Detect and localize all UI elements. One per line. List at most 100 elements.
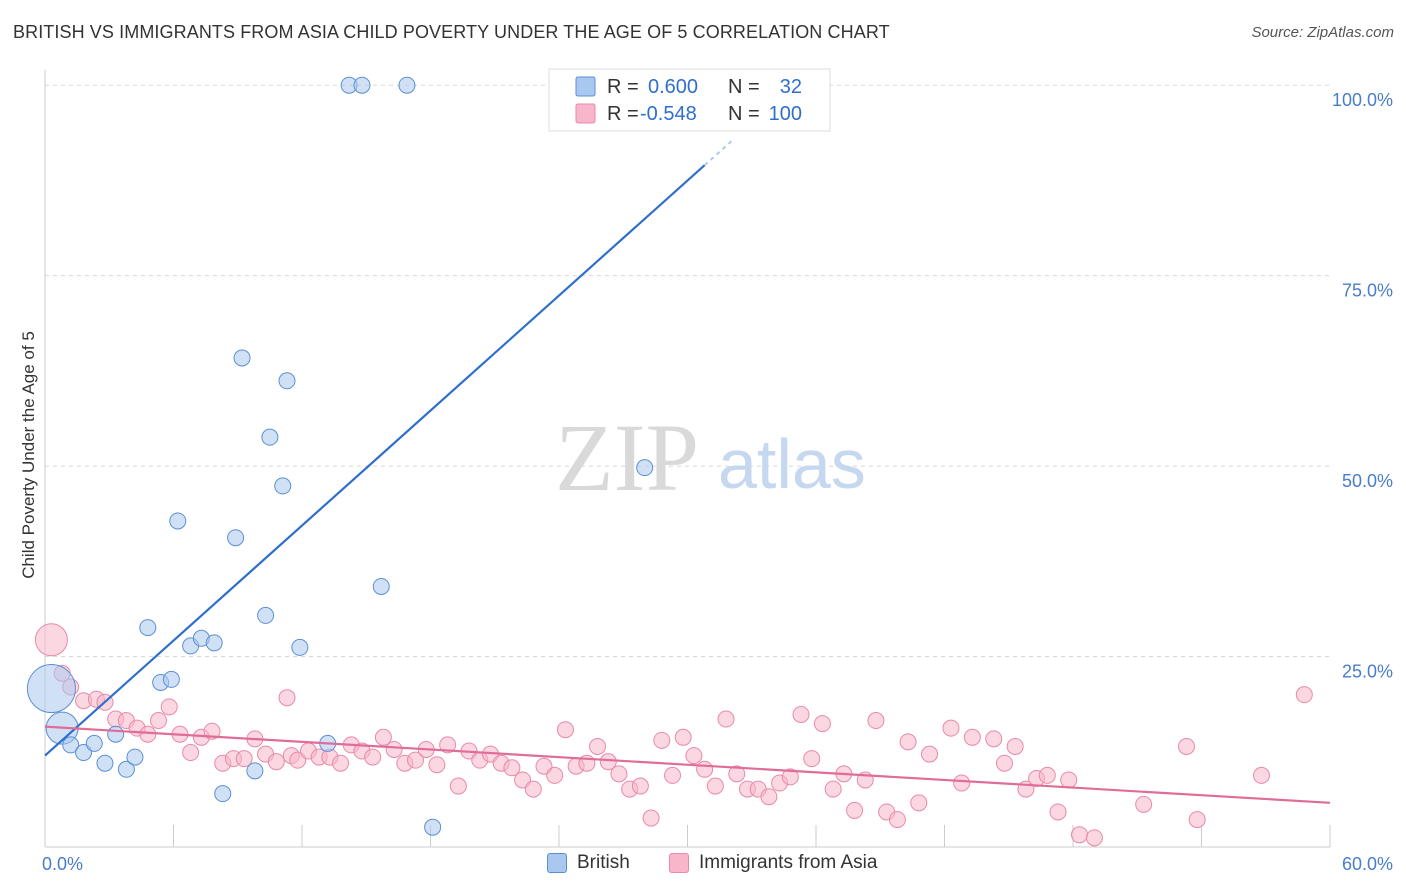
british-point <box>274 477 292 495</box>
asia-point <box>867 712 885 730</box>
axes <box>44 70 1331 848</box>
bottom-legend-label-asia: Immigrants from Asia <box>699 852 878 873</box>
asia-point <box>235 750 253 768</box>
asia-point <box>556 721 574 739</box>
legend-swatch-asia <box>575 103 596 124</box>
asia-point <box>963 728 981 746</box>
british-point <box>257 606 275 624</box>
asia-point <box>921 745 939 763</box>
asia-point <box>267 753 285 771</box>
x-tick-label-max: 60.0% <box>1342 854 1393 874</box>
bottom-legend-item-asia[interactable]: Immigrants from Asia <box>669 852 877 874</box>
bottom-legend-label-british: British <box>577 852 630 873</box>
legend-frame <box>548 68 831 132</box>
british-point <box>126 748 144 766</box>
y-tick-label: 25.0% <box>1342 662 1393 682</box>
british-point <box>278 372 296 390</box>
asia-point <box>139 725 157 743</box>
trend-lines <box>44 137 1331 804</box>
asia-point <box>888 811 906 829</box>
grid-lines <box>45 84 1330 658</box>
asia-point <box>1252 766 1270 784</box>
asia-points <box>34 623 1313 847</box>
bottom-legend: British Immigrants from Asia <box>0 852 1406 878</box>
asia-point <box>846 801 864 819</box>
asia-point <box>439 736 457 754</box>
british-point <box>85 734 103 752</box>
asia-point <box>182 744 200 762</box>
legend-n-label-asia: N = <box>728 103 760 125</box>
british-point <box>62 736 80 754</box>
british-point <box>214 785 232 803</box>
asia-point <box>1006 737 1024 755</box>
asia-point <box>1070 826 1088 844</box>
asia-point <box>653 731 671 749</box>
british-point <box>246 762 264 780</box>
y-tick-label: 100.0% <box>1332 90 1393 110</box>
british-point <box>424 818 442 836</box>
asia-point <box>599 753 617 771</box>
british-point <box>261 428 279 446</box>
british-point <box>233 349 251 367</box>
bottom-legend-swatch-british <box>547 853 567 873</box>
asia-point <box>696 760 714 778</box>
y-tick-label: 50.0% <box>1342 471 1393 491</box>
british-point <box>372 577 390 595</box>
y-tick-label: 75.0% <box>1342 281 1393 301</box>
asia-point <box>610 765 628 783</box>
asia-point <box>364 748 382 766</box>
asia-point <box>685 747 703 765</box>
legend-r-value-asia: -0.548 <box>640 103 697 125</box>
asia-trend-line <box>44 725 1331 804</box>
british-point <box>139 619 157 637</box>
british-point <box>117 760 135 778</box>
british-point <box>162 670 180 688</box>
asia-point <box>1135 795 1153 813</box>
asia-point <box>942 719 960 737</box>
legend-swatch-british <box>575 76 596 97</box>
british-point <box>227 529 245 547</box>
asia-point <box>1188 811 1206 829</box>
asia-point <box>503 759 521 777</box>
asia-point <box>728 765 746 783</box>
watermark: ZIP atlas <box>555 404 866 511</box>
british-trend-extension <box>703 137 736 166</box>
asia-point <box>910 794 928 812</box>
british-point <box>169 512 187 530</box>
asia-point <box>1038 766 1056 784</box>
legend-r-label-british: R = <box>607 76 639 98</box>
asia-point <box>407 751 425 769</box>
asia-point <box>674 728 692 746</box>
british-point <box>205 634 223 652</box>
x-tick-labels: 0.0% 60.0% <box>42 854 1393 874</box>
asia-point <box>374 728 392 746</box>
legend-r-value-british: 0.600 <box>648 76 698 98</box>
asia-point <box>589 737 607 755</box>
british-point <box>96 754 114 772</box>
asia-point <box>824 780 842 798</box>
asia-point <box>642 809 660 827</box>
british-trend-line <box>44 164 706 757</box>
legend-n-value-asia: 100 <box>769 103 802 125</box>
y-axis-title: Child Poverty Under the Age of 5 <box>19 331 38 579</box>
asia-point <box>449 777 467 795</box>
asia-point <box>546 766 564 784</box>
asia-point <box>717 710 735 728</box>
british-point <box>26 664 76 714</box>
asia-point <box>781 768 799 786</box>
bottom-legend-item-british[interactable]: British <box>547 852 630 874</box>
british-points <box>26 76 654 836</box>
watermark-atlas: atlas <box>718 425 866 503</box>
x-tick-label-min: 0.0% <box>42 854 83 874</box>
asia-point <box>995 754 1013 772</box>
asia-point <box>953 774 971 792</box>
asia-point <box>631 777 649 795</box>
asia-point <box>1295 686 1313 704</box>
asia-point <box>524 780 542 798</box>
y-tick-labels: 25.0% 50.0% 75.0% 100.0% <box>1332 90 1393 681</box>
asia-point <box>385 740 403 758</box>
legend-n-value-british: 32 <box>780 76 802 98</box>
asia-point <box>1049 803 1067 821</box>
source-label: Source: ZipAtlas.com <box>1251 24 1394 41</box>
